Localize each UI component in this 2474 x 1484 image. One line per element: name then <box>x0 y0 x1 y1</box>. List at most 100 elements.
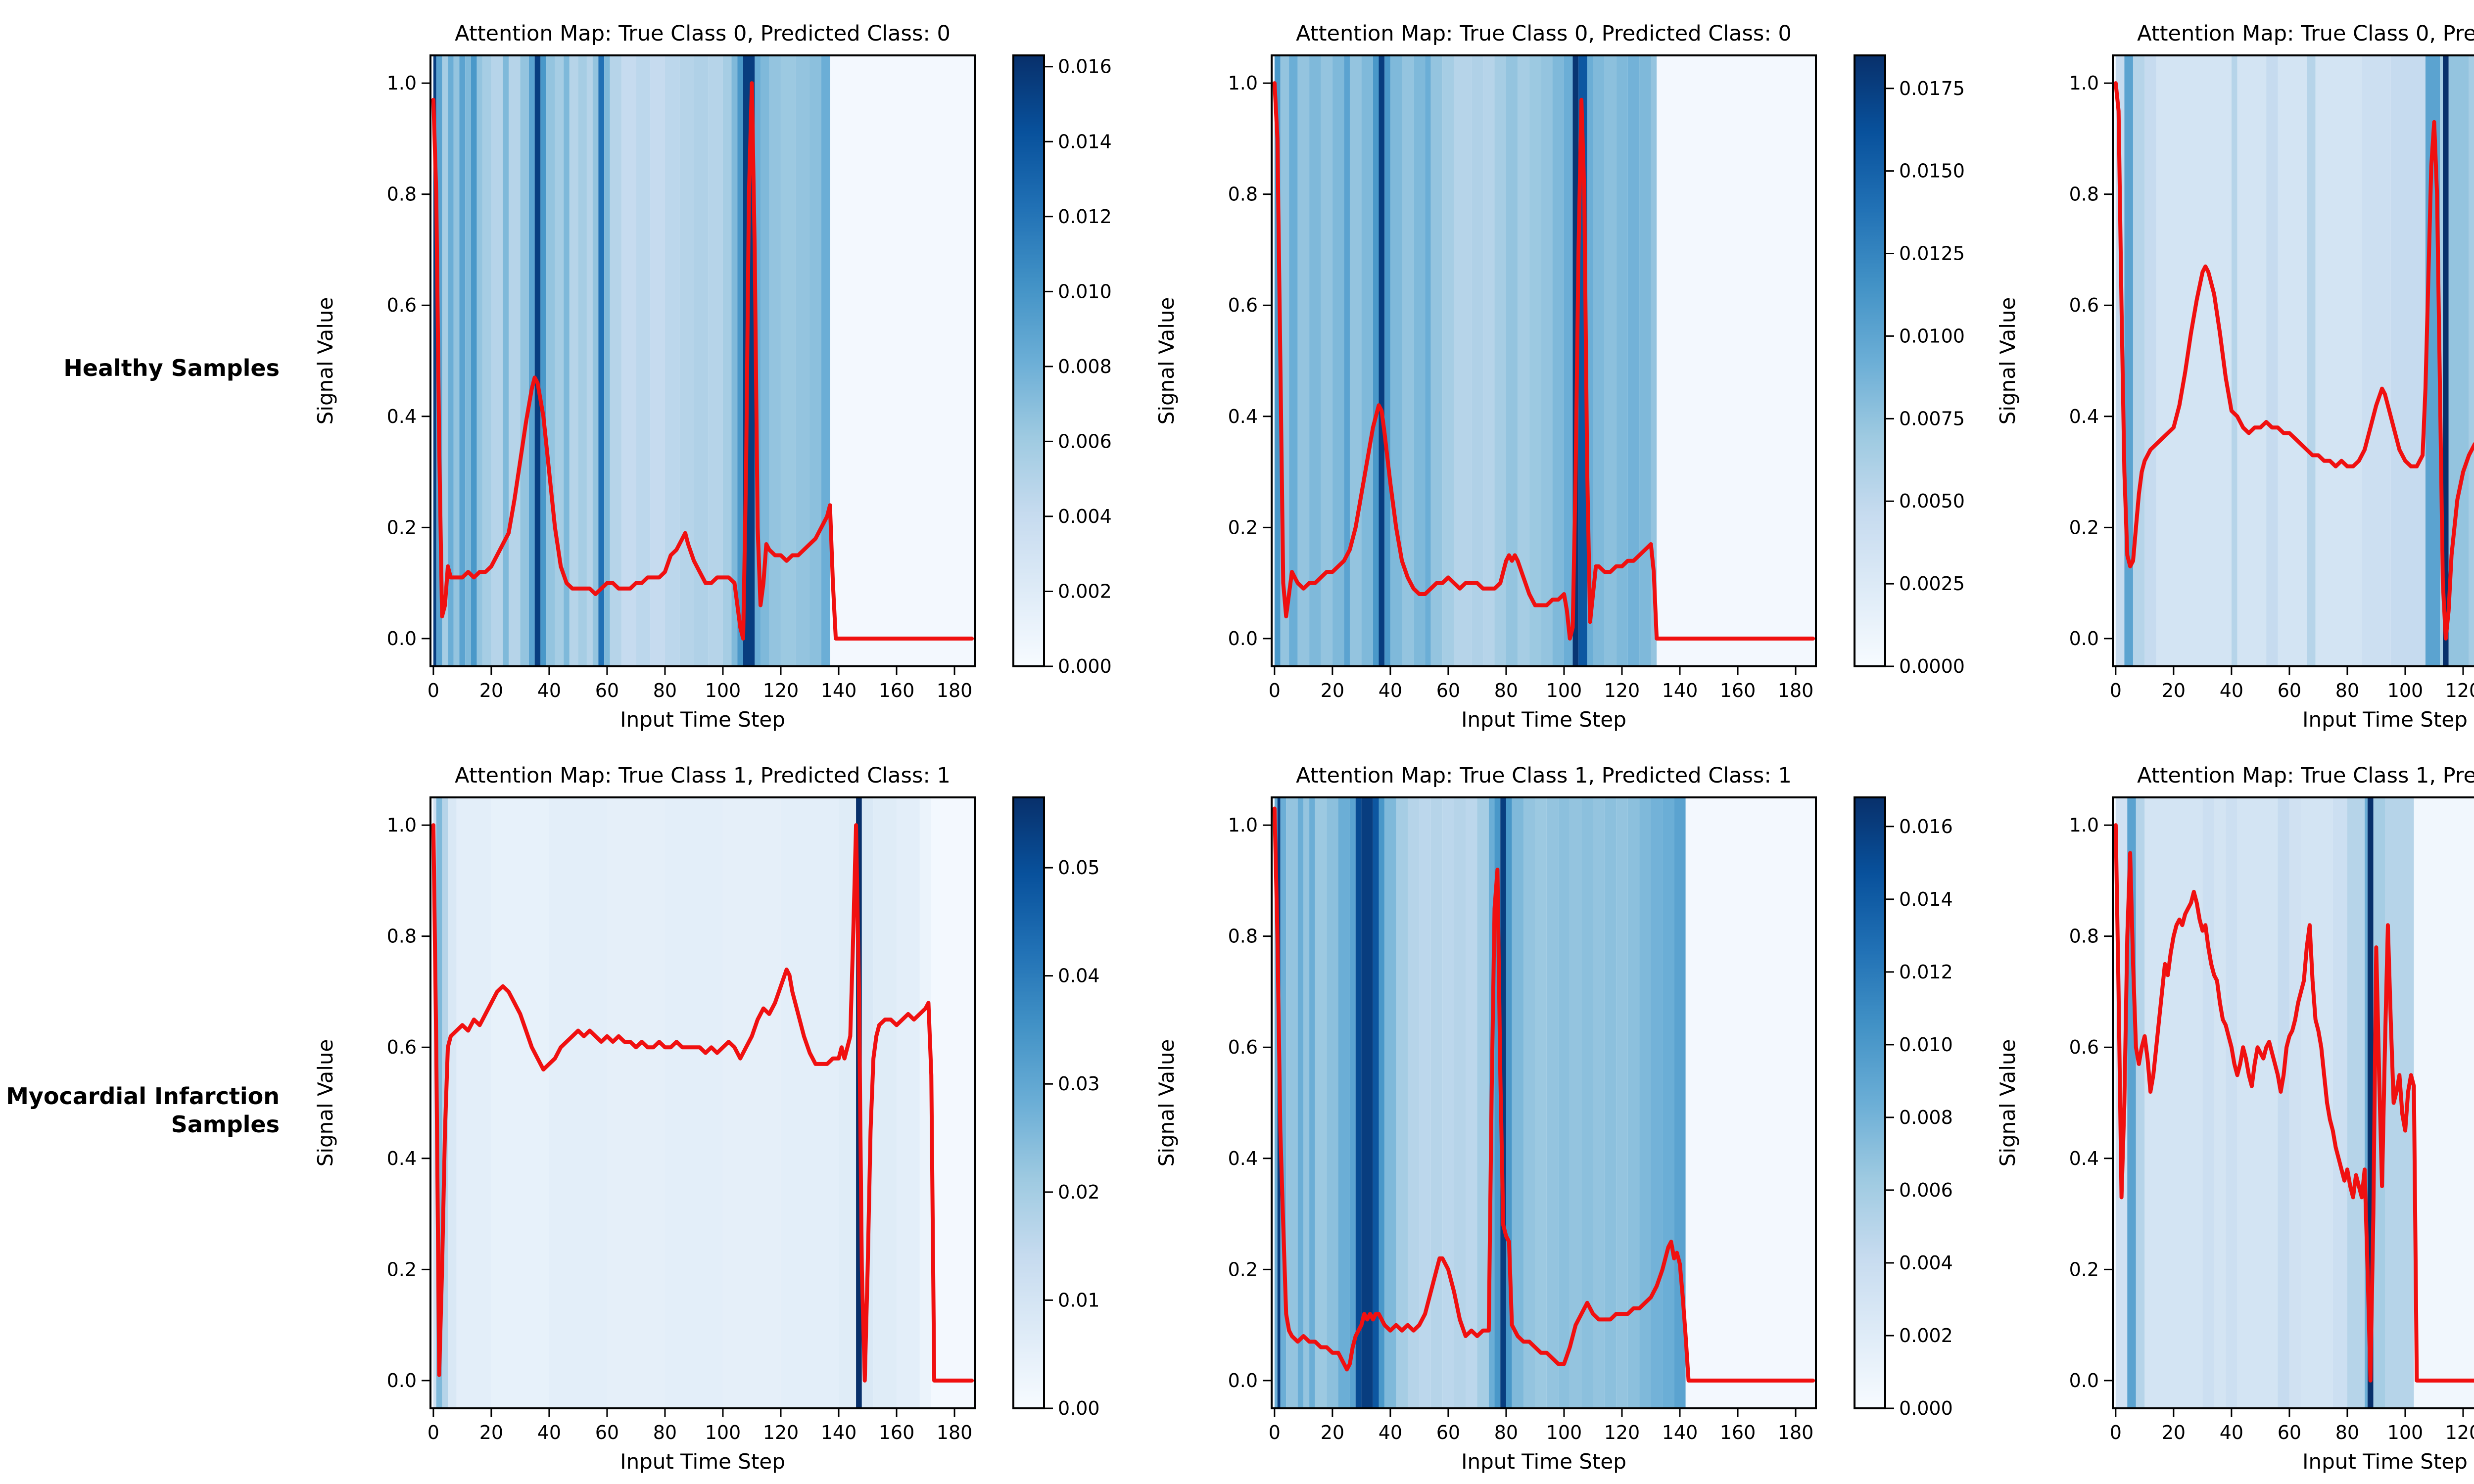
heatmap-band <box>1506 55 1518 666</box>
heatmap-band <box>1512 797 1524 1408</box>
axes-frame <box>2112 54 2474 667</box>
colorbar-tick-label: 0.03 <box>1058 1073 1100 1095</box>
heatmap-band <box>1494 797 1501 1408</box>
colorbar-tick-label: 0.012 <box>1058 206 1112 228</box>
x-tick-label: 80 <box>1494 1422 1518 1443</box>
heatmap-band <box>1379 55 1385 666</box>
heatmap-band <box>1332 55 1344 666</box>
heatmap-band <box>1274 55 1281 666</box>
heatmap-band <box>1454 797 1466 1408</box>
heatmap-band <box>534 55 541 666</box>
colorbar-tick-label: 0.0050 <box>1899 490 1965 512</box>
x-tick-label: 60 <box>2278 1422 2301 1443</box>
heatmap-band <box>1321 55 1332 666</box>
colorbar-tick-label: 0.0100 <box>1899 325 1965 347</box>
subplot-title: Attention Map: True Class 1, Predicted C… <box>2137 763 2474 788</box>
heatmap-band <box>520 55 529 666</box>
y-tick-label: 0.6 <box>387 294 417 316</box>
heatmap-band <box>1593 797 1605 1408</box>
heatmap-band <box>1627 797 1640 1408</box>
y-axis-label: Signal Value <box>1996 1039 2020 1167</box>
heatmap-band <box>1309 55 1321 666</box>
x-tick-label: 120 <box>1604 1422 1640 1443</box>
y-tick-label: 0.8 <box>387 926 417 947</box>
attention-heatmap <box>433 797 975 1408</box>
y-axis: 0.0 0.2 0.4 0.6 0.8 1.0 <box>2069 72 2113 649</box>
heatmap-band <box>1442 797 1454 1408</box>
axes-frame <box>429 54 976 667</box>
heatmap-band <box>448 55 454 666</box>
heatmap-band <box>2307 55 2316 666</box>
heatmap-band <box>503 55 509 666</box>
colorbar-tick-label: 0.05 <box>1058 857 1100 879</box>
x-tick-label: 0 <box>1269 680 1281 701</box>
heatmap-band <box>482 55 491 666</box>
heatmap-band <box>1396 797 1408 1408</box>
signal-line <box>2113 81 2474 641</box>
heatmap-band <box>456 797 491 1408</box>
subplot-title: Attention Map: True Class 0, Predicted C… <box>1296 21 1792 46</box>
heatmap-band <box>1274 797 1278 1408</box>
x-tick-label: 140 <box>821 680 857 701</box>
heatmap-band <box>1662 797 1674 1408</box>
x-tick-label: 40 <box>1379 1422 1402 1443</box>
x-tick-label: 60 <box>2278 680 2301 701</box>
heatmap-band <box>2237 55 2267 666</box>
heatmap-band <box>453 55 460 666</box>
heatmap-band <box>1564 55 1573 666</box>
heatmap-band <box>2278 797 2289 1408</box>
x-axis-label: Input Time Step <box>1461 707 1626 732</box>
y-tick-label: 0.0 <box>2069 628 2099 649</box>
colorbar-tick-label: 0.04 <box>1058 965 1100 987</box>
heatmap-band <box>708 55 723 666</box>
y-tick-label: 0.6 <box>2069 1036 2099 1058</box>
heatmap-band <box>1627 55 1640 666</box>
row-healthy-samples: Healthy Samples Attention Map: True Clas… <box>0 0 2474 737</box>
heatmap-band <box>1546 797 1559 1408</box>
heatmap-band <box>508 55 521 666</box>
y-tick-label: 0.4 <box>2069 406 2099 427</box>
x-tick-label: 20 <box>2162 680 2186 701</box>
x-tick-label: 160 <box>1720 1422 1756 1443</box>
heatmap-band <box>1651 55 1657 666</box>
heatmap-band <box>476 55 483 666</box>
colorbar-tick-label: 0.008 <box>1899 1107 1953 1128</box>
heatmap-band <box>1361 55 1373 666</box>
heatmap-band <box>1593 55 1605 666</box>
y-tick-label: 0.4 <box>387 1148 417 1169</box>
heatmap-band <box>607 797 665 1408</box>
colorbar-tick-label: 0.006 <box>1058 430 1112 452</box>
heatmap-band <box>1384 797 1396 1408</box>
x-tick-label: 60 <box>595 1422 619 1443</box>
heatmap-band <box>2443 55 2449 666</box>
attention-plot-r1c1: Attention Map: True Class 1, Predicted C… <box>1154 763 1953 1474</box>
y-tick-label: 0.2 <box>2069 1258 2099 1280</box>
heatmap-band <box>1639 55 1651 666</box>
y-tick-label: 1.0 <box>1228 72 1258 94</box>
heatmap-band <box>1425 55 1431 666</box>
heatmap-band <box>1315 797 1327 1408</box>
x-tick-label: 120 <box>763 680 799 701</box>
heatmap-band <box>1581 797 1593 1408</box>
heatmap-band <box>1616 55 1628 666</box>
subplot-title: Attention Map: True Class 1, Predicted C… <box>1296 763 1792 788</box>
heatmap-band <box>1535 797 1547 1408</box>
heatmap-band <box>1289 55 1298 666</box>
x-tick-label: 80 <box>653 680 677 701</box>
row-label-text: Healthy Samples <box>63 355 280 382</box>
colorbar <box>1854 796 1886 1409</box>
x-tick-label: 160 <box>879 1422 915 1443</box>
heatmap-band <box>2214 797 2226 1408</box>
x-tick-label: 140 <box>1662 1422 1698 1443</box>
colorbar-ticks: 0.000 0.002 0.004 0.006 0.008 0.010 0.012 0.014… <box>1885 816 1953 1419</box>
y-tick-label: 0.6 <box>1228 1036 1258 1058</box>
colorbar-tick-label: 0.016 <box>1899 816 1953 837</box>
axes-frame <box>429 796 976 1409</box>
heatmap-band <box>1639 797 1651 1408</box>
y-axis-label: Signal Value <box>1154 1039 1179 1167</box>
colorbar-tick-label: 0.008 <box>1058 356 1112 377</box>
x-tick-label: 100 <box>2387 680 2424 701</box>
heatmap-band <box>1379 797 1385 1408</box>
x-tick-label: 120 <box>1604 680 1640 701</box>
